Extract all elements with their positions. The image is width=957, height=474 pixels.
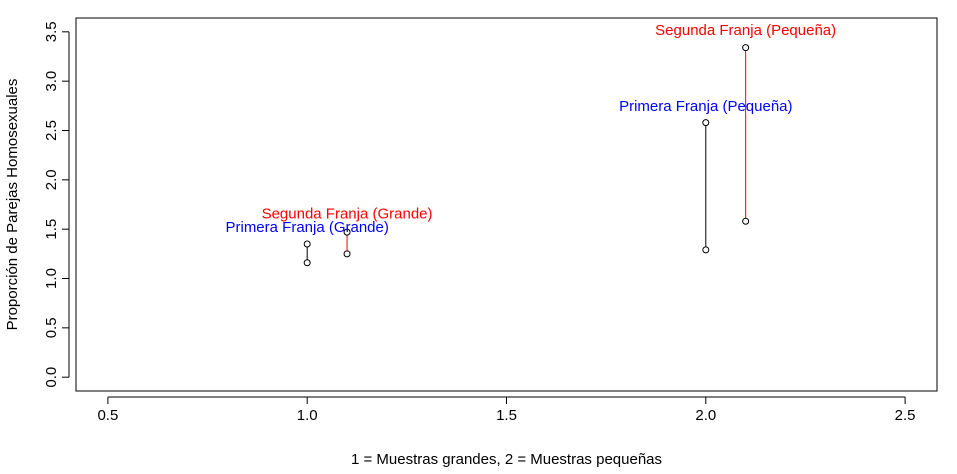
annotation-label: Primera Franja (Grande) bbox=[225, 219, 388, 236]
plot-frame bbox=[75, 17, 938, 392]
x-tick-label: 1.5 bbox=[496, 407, 517, 424]
y-tick-label: 0.0 bbox=[43, 367, 60, 388]
x-tick-label: 2.0 bbox=[695, 407, 716, 424]
data-point bbox=[343, 250, 351, 258]
y-tick-label: 0.5 bbox=[43, 317, 60, 338]
x-tick-label: 0.5 bbox=[97, 407, 118, 424]
data-point bbox=[742, 44, 750, 52]
annotation-label: Segunda Franja (Grande) bbox=[262, 205, 433, 222]
y-axis-title: Proporción de Parejas Homosexuales bbox=[4, 79, 21, 331]
y-tick-label: 1.5 bbox=[43, 219, 60, 240]
data-point bbox=[702, 119, 710, 127]
annotations: Primera Franja (Grande)Segunda Franja (G… bbox=[225, 22, 836, 236]
data-point bbox=[303, 240, 311, 248]
data-series bbox=[303, 44, 750, 267]
data-point bbox=[343, 228, 351, 236]
y-tick-label: 2.0 bbox=[43, 169, 60, 190]
x-axis: 0.5 1.0 1.5 2.0 2.5 bbox=[97, 396, 916, 424]
data-point bbox=[303, 259, 311, 267]
x-tick-label: 1.0 bbox=[297, 407, 318, 424]
y-tick-label: 3.5 bbox=[43, 21, 60, 42]
x-axis-title: 1 = Muestras grandes, 2 = Muestras peque… bbox=[351, 451, 662, 468]
data-point bbox=[702, 246, 710, 254]
y-tick-label: 2.5 bbox=[43, 120, 60, 141]
annotation-label: Segunda Franja (Pequeña) bbox=[655, 22, 836, 39]
y-tick-label: 1.0 bbox=[43, 268, 60, 289]
y-tick-label: 3.0 bbox=[43, 71, 60, 92]
data-point bbox=[742, 217, 750, 225]
x-tick-label: 2.5 bbox=[895, 407, 916, 424]
y-axis: 0.0 0.5 1.0 1.5 2.0 2.5 3.0 3.5 bbox=[43, 21, 70, 388]
annotation-label: Primera Franja (Pequeña) bbox=[619, 98, 792, 115]
